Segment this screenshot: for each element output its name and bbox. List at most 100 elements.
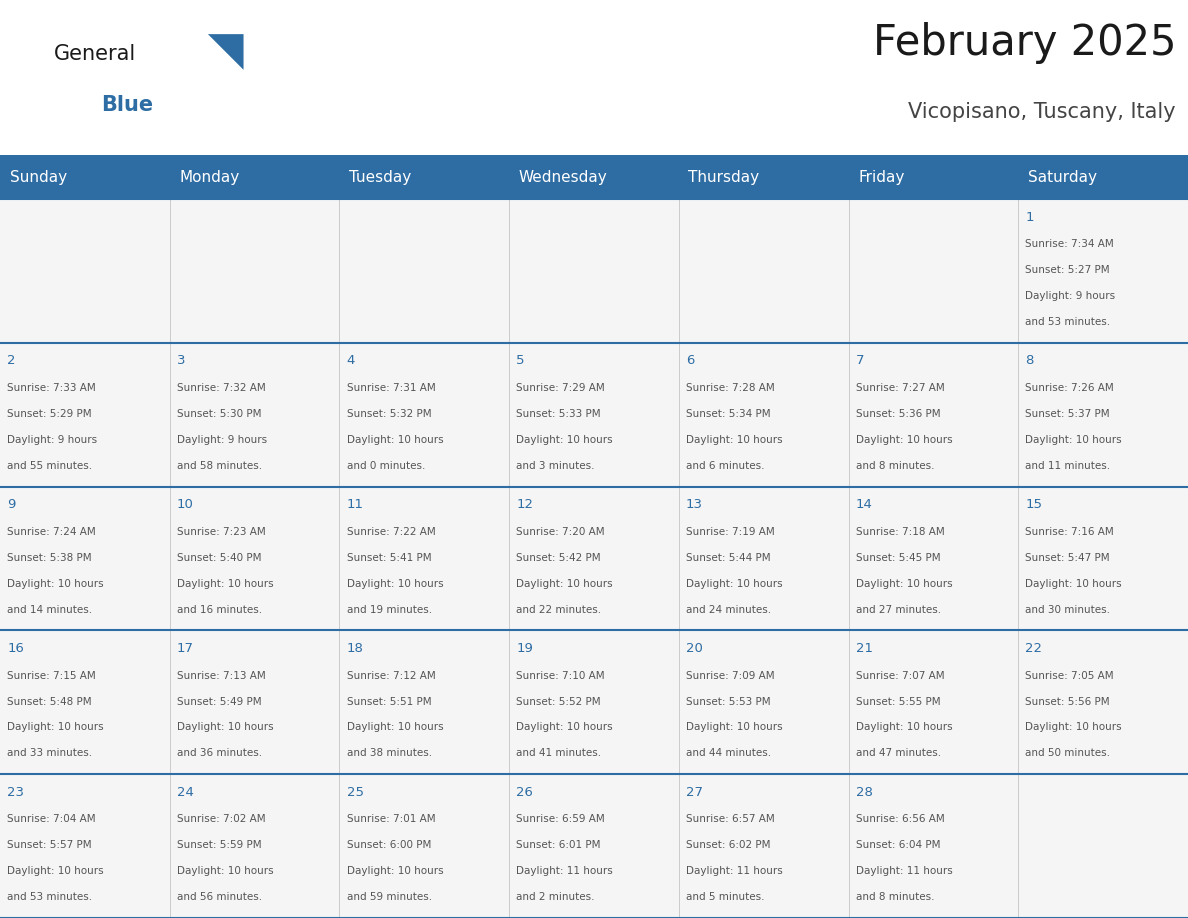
Text: Daylight: 10 hours: Daylight: 10 hours xyxy=(7,722,103,733)
Text: Daylight: 10 hours: Daylight: 10 hours xyxy=(347,435,443,445)
Text: Sunrise: 7:23 AM: Sunrise: 7:23 AM xyxy=(177,527,266,537)
Text: Sunset: 5:51 PM: Sunset: 5:51 PM xyxy=(347,697,431,707)
Text: and 44 minutes.: and 44 minutes. xyxy=(685,748,771,758)
Text: 24: 24 xyxy=(177,786,194,799)
Text: Sunrise: 7:02 AM: Sunrise: 7:02 AM xyxy=(177,814,265,824)
Text: Sunrise: 7:16 AM: Sunrise: 7:16 AM xyxy=(1025,527,1114,537)
Text: Sunrise: 7:19 AM: Sunrise: 7:19 AM xyxy=(685,527,775,537)
Text: 14: 14 xyxy=(855,498,872,511)
Text: Sunrise: 6:57 AM: Sunrise: 6:57 AM xyxy=(685,814,775,824)
Text: Tuesday: Tuesday xyxy=(349,170,411,185)
Text: and 0 minutes.: and 0 minutes. xyxy=(347,461,425,471)
Text: 7: 7 xyxy=(855,354,864,367)
Text: Sunset: 6:02 PM: Sunset: 6:02 PM xyxy=(685,840,771,850)
Text: 15: 15 xyxy=(1025,498,1042,511)
Text: Daylight: 10 hours: Daylight: 10 hours xyxy=(347,867,443,877)
Text: Sunset: 5:57 PM: Sunset: 5:57 PM xyxy=(7,840,91,850)
Text: Sunrise: 7:10 AM: Sunrise: 7:10 AM xyxy=(517,671,605,681)
Text: 28: 28 xyxy=(855,786,872,799)
Text: Sunrise: 7:32 AM: Sunrise: 7:32 AM xyxy=(177,383,266,393)
Text: Daylight: 10 hours: Daylight: 10 hours xyxy=(685,722,783,733)
Text: Daylight: 10 hours: Daylight: 10 hours xyxy=(7,867,103,877)
Text: Sunset: 5:47 PM: Sunset: 5:47 PM xyxy=(1025,553,1110,563)
Text: and 27 minutes.: and 27 minutes. xyxy=(855,605,941,615)
Text: and 53 minutes.: and 53 minutes. xyxy=(7,892,93,902)
Text: 27: 27 xyxy=(685,786,703,799)
Text: Sunset: 5:52 PM: Sunset: 5:52 PM xyxy=(517,697,601,707)
Text: Daylight: 10 hours: Daylight: 10 hours xyxy=(177,722,273,733)
Text: Sunset: 5:59 PM: Sunset: 5:59 PM xyxy=(177,840,261,850)
Text: Sunset: 6:01 PM: Sunset: 6:01 PM xyxy=(517,840,601,850)
Text: Sunset: 5:48 PM: Sunset: 5:48 PM xyxy=(7,697,91,707)
Text: February 2025: February 2025 xyxy=(873,22,1176,64)
Text: and 8 minutes.: and 8 minutes. xyxy=(855,892,934,902)
Text: Sunrise: 7:26 AM: Sunrise: 7:26 AM xyxy=(1025,383,1114,393)
Text: Sunrise: 6:56 AM: Sunrise: 6:56 AM xyxy=(855,814,944,824)
Text: and 50 minutes.: and 50 minutes. xyxy=(1025,748,1111,758)
Text: 21: 21 xyxy=(855,642,873,655)
Text: Sunset: 5:34 PM: Sunset: 5:34 PM xyxy=(685,409,771,420)
Text: Sunset: 5:55 PM: Sunset: 5:55 PM xyxy=(855,697,941,707)
Text: Sunrise: 7:13 AM: Sunrise: 7:13 AM xyxy=(177,671,266,681)
Text: 10: 10 xyxy=(177,498,194,511)
Text: Sunset: 5:33 PM: Sunset: 5:33 PM xyxy=(517,409,601,420)
Text: and 16 minutes.: and 16 minutes. xyxy=(177,605,263,615)
Text: and 33 minutes.: and 33 minutes. xyxy=(7,748,93,758)
Text: 23: 23 xyxy=(7,786,24,799)
Text: Daylight: 10 hours: Daylight: 10 hours xyxy=(517,435,613,445)
Text: Sunset: 5:41 PM: Sunset: 5:41 PM xyxy=(347,553,431,563)
Text: Sunrise: 7:18 AM: Sunrise: 7:18 AM xyxy=(855,527,944,537)
Text: Sunrise: 7:24 AM: Sunrise: 7:24 AM xyxy=(7,527,96,537)
Text: Blue: Blue xyxy=(101,95,153,116)
Text: 11: 11 xyxy=(347,498,364,511)
Text: Sunrise: 7:01 AM: Sunrise: 7:01 AM xyxy=(347,814,435,824)
Text: 12: 12 xyxy=(517,498,533,511)
Text: 6: 6 xyxy=(685,354,694,367)
Text: General: General xyxy=(53,44,135,64)
Text: 1: 1 xyxy=(1025,211,1034,224)
Text: Daylight: 10 hours: Daylight: 10 hours xyxy=(517,722,613,733)
Text: Sunrise: 7:28 AM: Sunrise: 7:28 AM xyxy=(685,383,775,393)
Text: Sunset: 5:45 PM: Sunset: 5:45 PM xyxy=(855,553,941,563)
Text: and 47 minutes.: and 47 minutes. xyxy=(855,748,941,758)
Text: Sunset: 5:36 PM: Sunset: 5:36 PM xyxy=(855,409,941,420)
Text: 17: 17 xyxy=(177,642,194,655)
Text: 8: 8 xyxy=(1025,354,1034,367)
Text: 5: 5 xyxy=(517,354,525,367)
Text: Sunset: 5:56 PM: Sunset: 5:56 PM xyxy=(1025,697,1110,707)
Text: and 41 minutes.: and 41 minutes. xyxy=(517,748,601,758)
Text: 3: 3 xyxy=(177,354,185,367)
Text: and 56 minutes.: and 56 minutes. xyxy=(177,892,263,902)
Text: Sunrise: 7:04 AM: Sunrise: 7:04 AM xyxy=(7,814,96,824)
Text: Daylight: 10 hours: Daylight: 10 hours xyxy=(347,722,443,733)
Text: and 24 minutes.: and 24 minutes. xyxy=(685,605,771,615)
Text: Thursday: Thursday xyxy=(688,170,759,185)
Text: Daylight: 11 hours: Daylight: 11 hours xyxy=(685,867,783,877)
Text: Daylight: 10 hours: Daylight: 10 hours xyxy=(1025,578,1121,588)
Text: Daylight: 10 hours: Daylight: 10 hours xyxy=(177,578,273,588)
Text: Sunset: 5:44 PM: Sunset: 5:44 PM xyxy=(685,553,771,563)
Text: 19: 19 xyxy=(517,642,533,655)
Text: 2: 2 xyxy=(7,354,15,367)
Text: and 38 minutes.: and 38 minutes. xyxy=(347,748,431,758)
Text: Sunset: 5:40 PM: Sunset: 5:40 PM xyxy=(177,553,261,563)
Text: Sunday: Sunday xyxy=(10,170,67,185)
Text: Sunset: 5:37 PM: Sunset: 5:37 PM xyxy=(1025,409,1110,420)
Text: Sunset: 6:00 PM: Sunset: 6:00 PM xyxy=(347,840,431,850)
Text: 9: 9 xyxy=(7,498,15,511)
Text: Sunrise: 6:59 AM: Sunrise: 6:59 AM xyxy=(517,814,605,824)
Text: Daylight: 9 hours: Daylight: 9 hours xyxy=(177,435,267,445)
Text: Sunset: 5:42 PM: Sunset: 5:42 PM xyxy=(517,553,601,563)
Text: Sunset: 6:04 PM: Sunset: 6:04 PM xyxy=(855,840,940,850)
Text: Daylight: 11 hours: Daylight: 11 hours xyxy=(517,867,613,877)
Text: Daylight: 10 hours: Daylight: 10 hours xyxy=(855,578,953,588)
Text: Monday: Monday xyxy=(179,170,240,185)
Polygon shape xyxy=(208,34,244,70)
Text: Sunrise: 7:34 AM: Sunrise: 7:34 AM xyxy=(1025,240,1114,250)
Text: and 36 minutes.: and 36 minutes. xyxy=(177,748,263,758)
Text: Sunrise: 7:15 AM: Sunrise: 7:15 AM xyxy=(7,671,96,681)
Text: and 2 minutes.: and 2 minutes. xyxy=(517,892,595,902)
Text: 26: 26 xyxy=(517,786,533,799)
Text: Daylight: 10 hours: Daylight: 10 hours xyxy=(1025,435,1121,445)
Text: Wednesday: Wednesday xyxy=(519,170,607,185)
